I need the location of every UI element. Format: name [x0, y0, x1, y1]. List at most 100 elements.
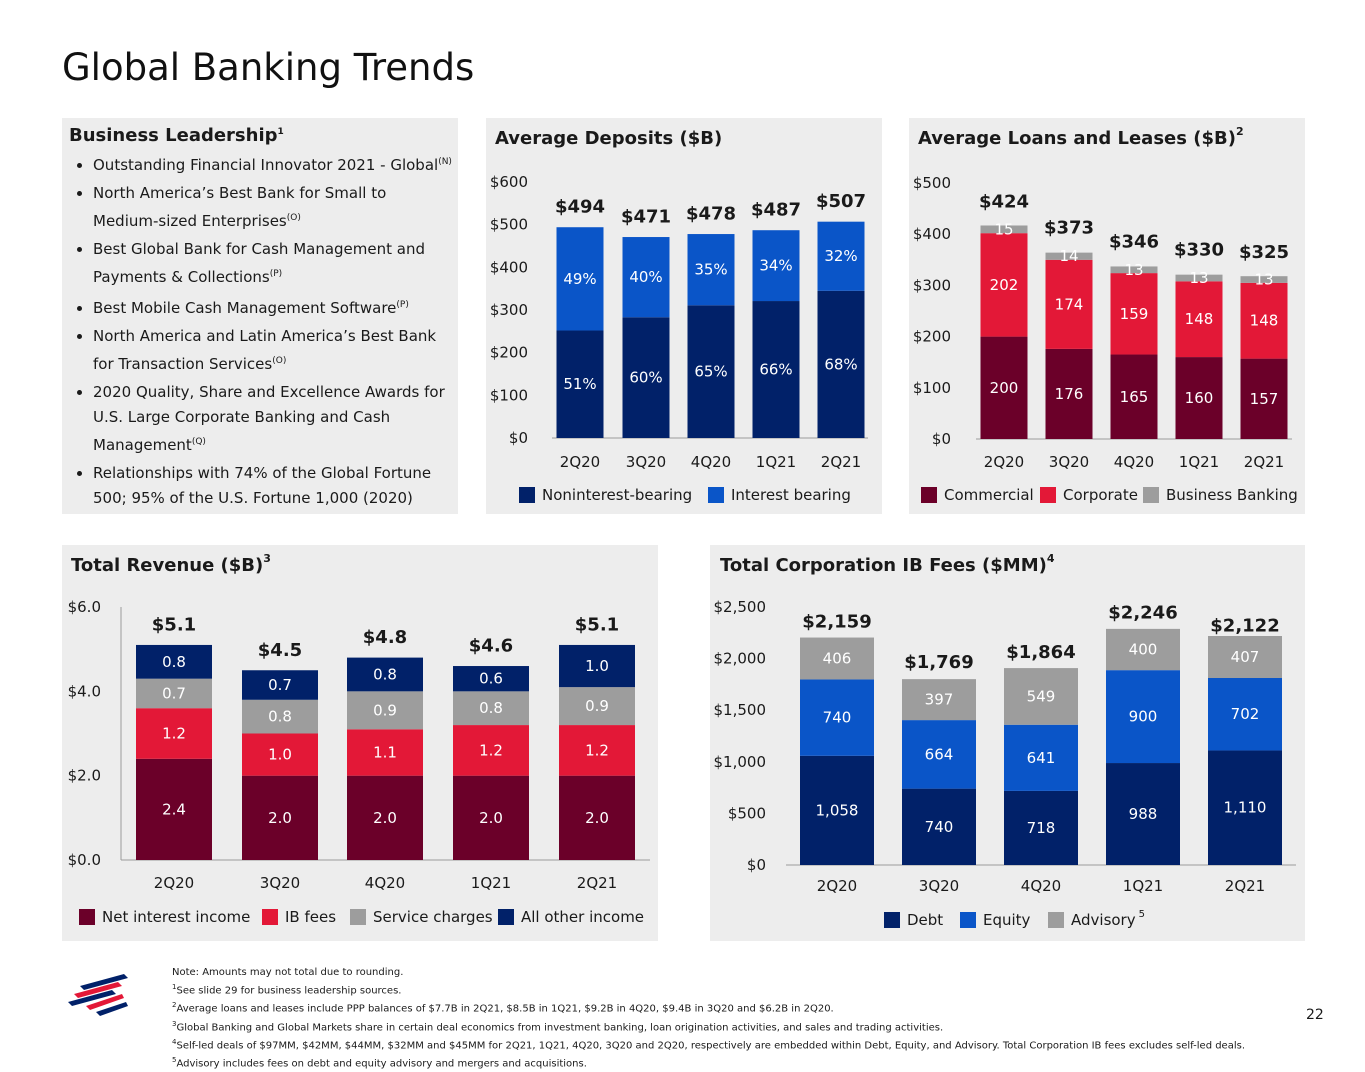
- bar-segment: [347, 691, 423, 730]
- total-label: $346: [1109, 231, 1159, 252]
- bar-segment: [902, 720, 976, 789]
- y-tick-label: $300: [490, 301, 528, 319]
- legend-label: Commercial: [944, 486, 1034, 504]
- bar-segment: [1045, 252, 1093, 260]
- data-label: 49%: [563, 270, 596, 288]
- y-tick-label: $2,000: [714, 650, 767, 668]
- bar-segment: [242, 699, 318, 734]
- bar-segment: [136, 678, 212, 709]
- bar-segment: [687, 305, 735, 438]
- data-label: 0.8: [162, 653, 186, 671]
- legend-label: Business Banking: [1166, 486, 1298, 504]
- bar-segment: [687, 234, 735, 306]
- legend-swatch: [1048, 912, 1064, 928]
- y-tick-label: $0: [747, 856, 766, 874]
- data-label: 148: [1185, 310, 1214, 328]
- data-label: 1.2: [585, 741, 609, 759]
- legend-text: IB fees: [285, 908, 336, 926]
- legend-swatch: [960, 912, 976, 928]
- legend-swatch: [519, 487, 535, 503]
- chart-title: Average Deposits ($B): [495, 128, 722, 149]
- legend-label: Corporate: [1063, 486, 1138, 504]
- legend-swatch: [1143, 487, 1159, 503]
- superscript: 3: [263, 552, 271, 565]
- legend-text: Corporate: [1063, 486, 1138, 504]
- total-label: $2,159: [802, 612, 871, 633]
- bar-segment: [800, 637, 874, 680]
- legend-label: Service charges: [373, 908, 493, 926]
- page-number: 22: [1306, 1007, 1324, 1023]
- data-label: 407: [1231, 648, 1260, 666]
- y-tick-label: $4.0: [68, 682, 101, 700]
- data-label: 68%: [824, 355, 857, 373]
- x-tick-label: 2Q20: [817, 877, 857, 895]
- bar-segment: [752, 301, 800, 438]
- bar-segment: [347, 729, 423, 776]
- data-label: 2.4: [162, 800, 186, 818]
- y-tick-label: $600: [490, 173, 528, 191]
- y-tick-label: $200: [490, 344, 528, 362]
- y-tick-label: $100: [913, 379, 951, 397]
- legend-label: Advisory 5: [1071, 909, 1145, 929]
- bar-segment: [453, 666, 529, 692]
- bar-segment: [1004, 724, 1078, 791]
- bar-segment: [902, 679, 976, 721]
- total-label: $330: [1174, 240, 1224, 261]
- bar-segment: [1106, 763, 1180, 865]
- footnote-text: See slide 29 for business leadership sou…: [176, 985, 402, 997]
- bar-segment: [242, 733, 318, 776]
- y-tick-label: $6.0: [68, 598, 101, 616]
- data-label: 0.8: [373, 665, 397, 683]
- chart-title-text: Total Corporation IB Fees ($MM): [720, 555, 1047, 576]
- chart-title: Total Corporation IB Fees ($MM)4: [720, 552, 1055, 576]
- data-label: 200: [990, 379, 1019, 397]
- x-tick-label: 4Q20: [691, 453, 731, 471]
- x-tick-label: 2Q21: [577, 874, 617, 892]
- total-label: $1,769: [904, 652, 973, 673]
- data-label: 988: [1129, 805, 1158, 823]
- legend-text: Service charges: [373, 908, 493, 926]
- section-title: Business Leadership1: [69, 125, 454, 146]
- footnote-note: Note: Amounts may not total due to round…: [172, 967, 404, 978]
- legend-text: Net interest income: [102, 908, 250, 926]
- x-tick-label: 4Q20: [1114, 453, 1154, 471]
- bullet-item: 2020 Quality, Share and Excellence Award…: [93, 380, 454, 458]
- x-tick-label: 2Q21: [1244, 453, 1284, 471]
- legend-text: Interest bearing: [731, 486, 851, 504]
- superscript: (P): [269, 269, 283, 279]
- page-title: Global Banking Trends: [62, 46, 475, 89]
- bullet-item: Best Mobile Cash Management Software(P): [93, 293, 454, 321]
- y-tick-label: $300: [913, 276, 951, 294]
- bar-segment: [817, 221, 865, 291]
- data-label: 1.2: [479, 741, 503, 759]
- bar-segment: [1175, 274, 1223, 282]
- data-label: 900: [1129, 708, 1158, 726]
- bar-segment: [1004, 790, 1078, 865]
- x-tick-label: 3Q20: [919, 877, 959, 895]
- data-label: 702: [1231, 705, 1260, 723]
- bullet-item: North America’s Best Bank for Small to M…: [93, 181, 454, 234]
- bar-segment: [559, 725, 635, 776]
- bar-segment: [242, 670, 318, 700]
- footnote: 5Advisory includes fees on debt and equi…: [172, 1053, 1292, 1071]
- data-label: 13: [1124, 261, 1143, 279]
- data-label: 160: [1185, 389, 1214, 407]
- legend-label: All other income: [521, 908, 644, 926]
- bar-segment: [1208, 678, 1282, 751]
- legend-text: Equity: [983, 911, 1031, 929]
- bar-segment: [1004, 668, 1078, 725]
- data-label: 397: [925, 691, 954, 709]
- data-label: 165: [1120, 388, 1149, 406]
- bar-segment: [1175, 281, 1223, 358]
- bar-segment: [559, 775, 635, 860]
- footnote-marker: 4: [172, 1037, 177, 1046]
- panel: [486, 118, 882, 514]
- bullet-text: Outstanding Financial Innovator 2021 - G…: [93, 156, 439, 174]
- data-label: 40%: [629, 268, 662, 286]
- superscript: (N): [438, 157, 452, 167]
- bullet-text: Best Mobile Cash Management Software: [93, 299, 397, 317]
- data-label: 35%: [694, 261, 727, 279]
- data-label: 176: [1055, 385, 1084, 403]
- data-label: 1.0: [268, 746, 292, 764]
- bar-segment: [980, 225, 1028, 234]
